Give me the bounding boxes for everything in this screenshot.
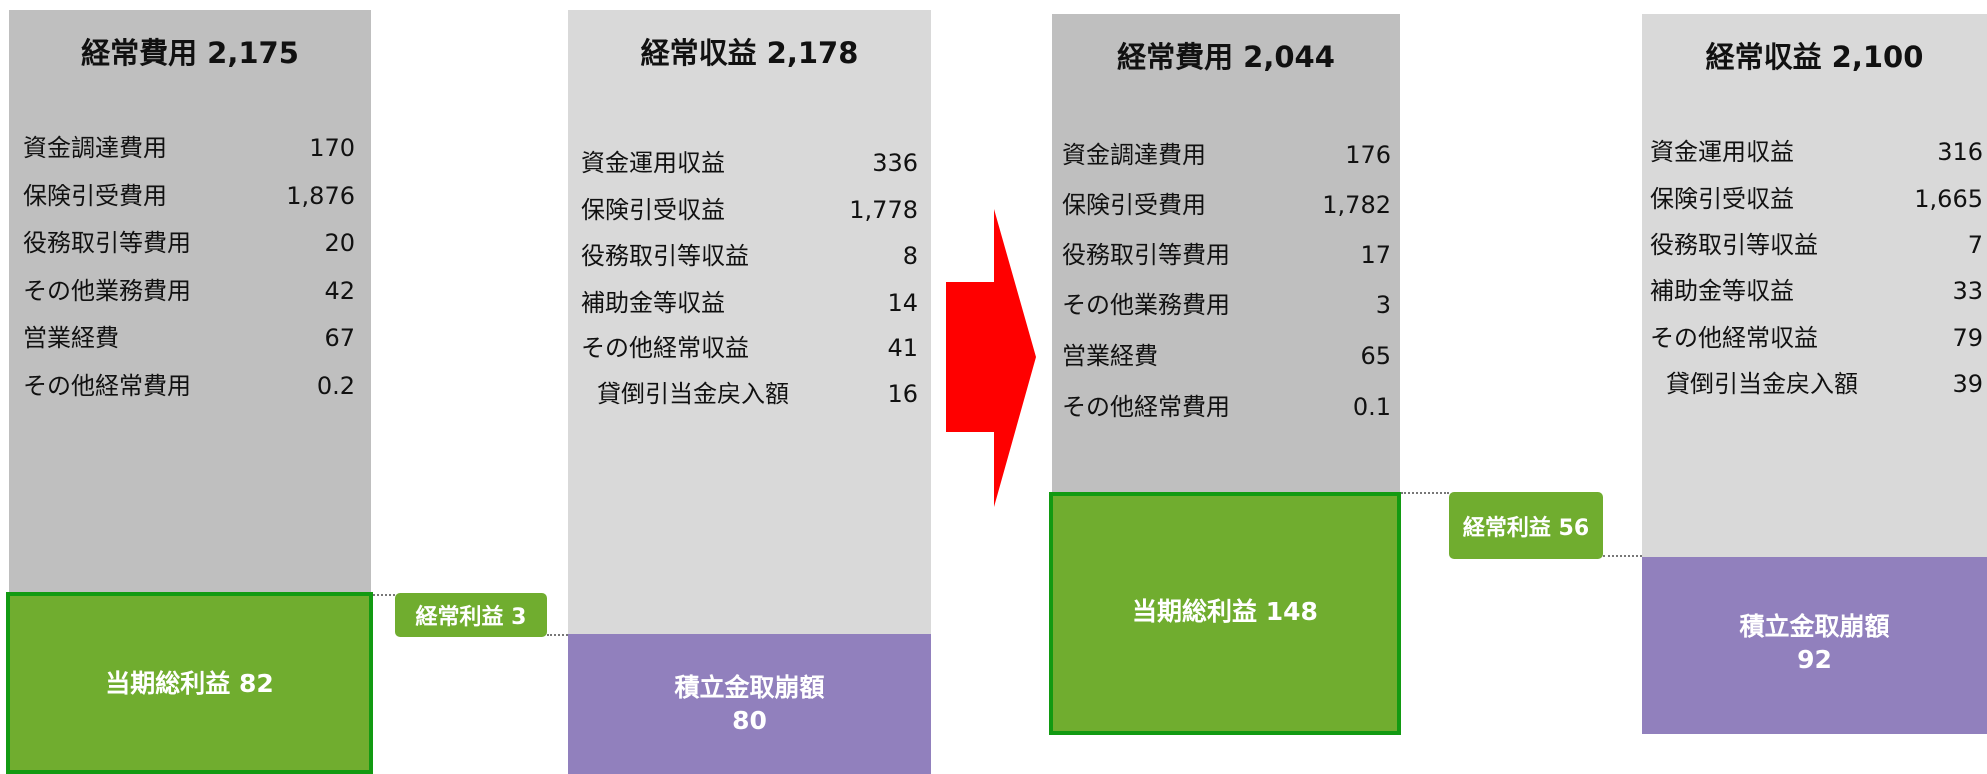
item-value: 1,782 xyxy=(1322,191,1391,219)
item-label: 保険引受費用 xyxy=(1062,191,1206,219)
item-label: 資金調達費用 xyxy=(1062,141,1206,169)
item-value: 0.1 xyxy=(1352,393,1391,421)
item-value: 20 xyxy=(324,229,355,257)
item-label: 営業経費 xyxy=(23,324,119,352)
item-value: 0.2 xyxy=(316,372,355,400)
item-label: 保険引受収益 xyxy=(581,196,725,224)
reserve-box xyxy=(1642,557,1987,734)
item-label: 資金運用収益 xyxy=(1650,138,1794,166)
item-value: 176 xyxy=(1345,141,1391,169)
profit-box xyxy=(1049,492,1401,735)
arrow xyxy=(946,209,1036,507)
item-value: 1,778 xyxy=(849,196,918,224)
item-label: 資金運用収益 xyxy=(581,149,725,177)
profit-label: 当期総利益 82 xyxy=(105,669,274,698)
item-label: 営業経費 xyxy=(1062,342,1158,370)
item-value: 3 xyxy=(1375,291,1391,319)
panel-title: 経常費用 2,175 xyxy=(81,36,299,70)
connector xyxy=(1401,492,1449,494)
item-label: 貸倒引当金戻入額 xyxy=(1666,370,1858,398)
profit-label: 当期総利益 148 xyxy=(1132,597,1318,626)
item-value: 7 xyxy=(1967,231,1983,259)
connector xyxy=(1603,555,1642,557)
reserve-label: 積立金取崩額 xyxy=(674,673,825,702)
item-label: 保険引受収益 xyxy=(1650,185,1794,213)
panel-background xyxy=(1052,14,1400,492)
item-value: 16 xyxy=(887,380,918,408)
reserve-value: 80 xyxy=(732,706,767,735)
reserve-box xyxy=(568,634,931,774)
item-label: 資金調達費用 xyxy=(23,134,167,162)
item-value: 67 xyxy=(324,324,355,352)
panel-title: 経常費用 2,044 xyxy=(1117,40,1335,74)
item-label: 役務取引等費用 xyxy=(23,229,191,257)
reserve-label: 積立金取崩額 xyxy=(1739,612,1890,641)
item-label: その他経常費用 xyxy=(23,372,191,400)
reserve-value: 92 xyxy=(1797,645,1832,674)
item-value: 65 xyxy=(1360,342,1391,370)
item-value: 14 xyxy=(887,289,918,317)
item-value: 1,876 xyxy=(286,182,355,210)
connector xyxy=(373,594,395,596)
panel-title: 経常収益 2,178 xyxy=(640,36,859,70)
red-arrow xyxy=(946,209,1036,507)
item-value: 170 xyxy=(309,134,355,162)
ordinary-profit-tag: 経常利益 3 xyxy=(395,593,547,637)
item-label: その他業務費用 xyxy=(23,277,191,305)
item-value: 316 xyxy=(1937,138,1983,166)
item-value: 41 xyxy=(887,334,918,362)
item-label: 役務取引等収益 xyxy=(1650,231,1818,259)
item-value: 8 xyxy=(902,242,918,270)
item-label: その他業務費用 xyxy=(1062,291,1230,319)
panel-background xyxy=(1642,14,1987,557)
item-label: 貸倒引当金戻入額 xyxy=(597,380,789,408)
item-value: 17 xyxy=(1360,241,1391,269)
connector xyxy=(547,634,568,636)
item-value: 79 xyxy=(1952,324,1983,352)
panel-background xyxy=(568,10,931,634)
profit-box xyxy=(6,592,373,774)
item-label: 補助金等収益 xyxy=(581,289,725,317)
item-label: その他経常収益 xyxy=(581,334,749,362)
ordinary-profit-tag: 経常利益 56 xyxy=(1449,492,1603,559)
item-label: 保険引受費用 xyxy=(23,182,167,210)
item-label: 役務取引等収益 xyxy=(581,242,749,270)
panel-title: 経常収益 2,100 xyxy=(1705,40,1924,74)
item-value: 336 xyxy=(872,149,918,177)
item-value: 33 xyxy=(1952,277,1983,305)
item-label: その他経常費用 xyxy=(1062,393,1230,421)
item-value: 39 xyxy=(1952,370,1983,398)
item-value: 42 xyxy=(324,277,355,305)
item-label: その他経常収益 xyxy=(1650,324,1818,352)
item-label: 役務取引等費用 xyxy=(1062,241,1230,269)
item-label: 補助金等収益 xyxy=(1650,277,1794,305)
panel-background xyxy=(9,10,371,593)
item-value: 1,665 xyxy=(1914,185,1983,213)
